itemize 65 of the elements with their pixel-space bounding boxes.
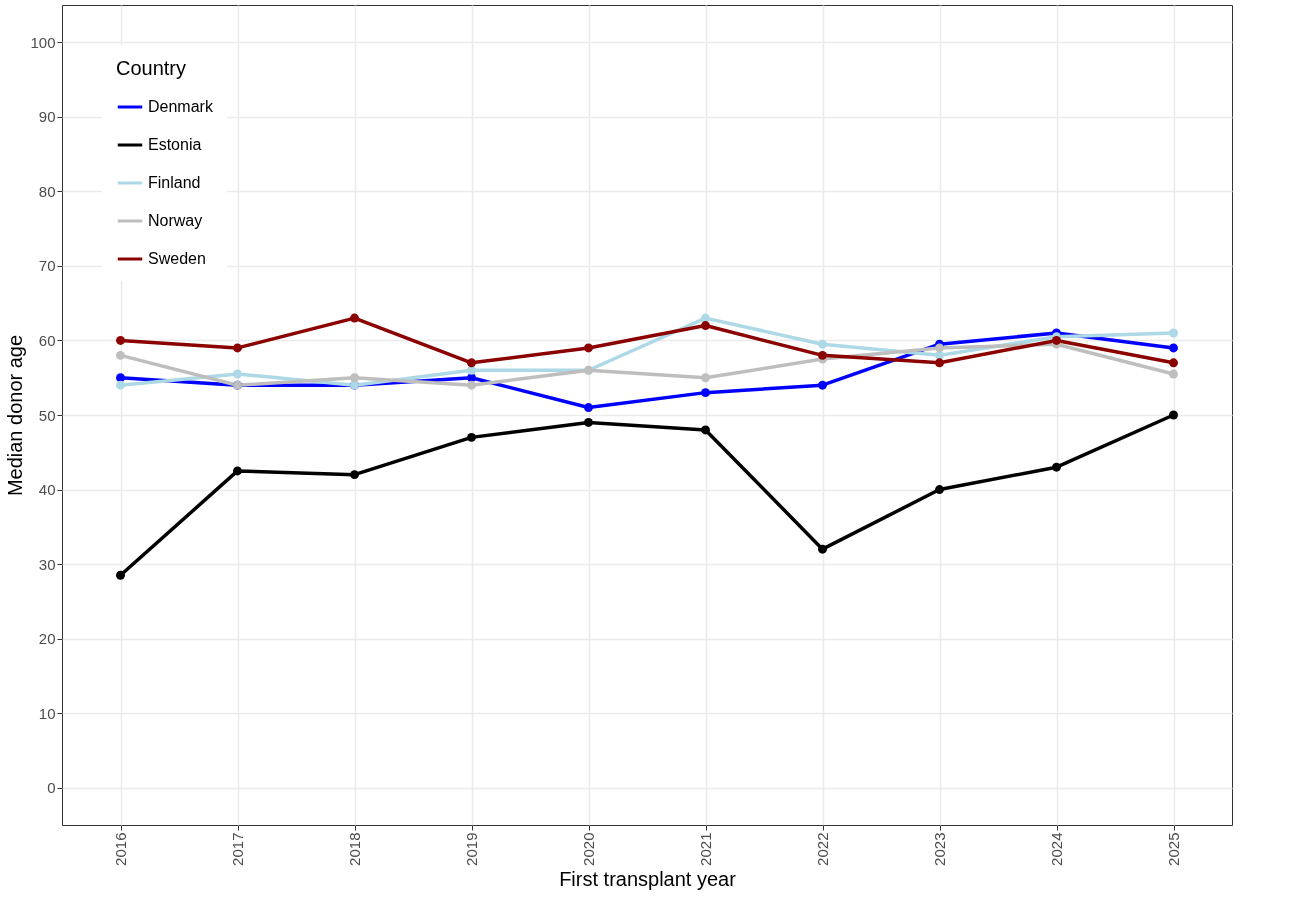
point — [584, 417, 593, 427]
y-tick-label: 0 — [47, 779, 56, 797]
x-tick-label: 2025 — [1165, 832, 1182, 866]
point — [584, 343, 593, 353]
y-axis-title: Median donor age — [4, 334, 27, 497]
y-tick-label: 70 — [38, 257, 56, 275]
point — [701, 313, 710, 323]
x-tick-label: 2019 — [463, 832, 480, 866]
y-tick-label: 60 — [38, 331, 56, 349]
point — [116, 570, 125, 580]
x-axis-title: First transplant year — [559, 867, 737, 890]
point — [818, 339, 827, 349]
point — [818, 544, 827, 554]
x-tick-label: 2023 — [931, 832, 948, 866]
y-tick-label: 30 — [38, 555, 56, 573]
legend-title: Country — [116, 57, 187, 79]
legend-label: Denmark — [148, 98, 214, 115]
y-tick-label: 40 — [38, 481, 56, 499]
y-tick-label: 90 — [38, 108, 56, 126]
x-tick-label: 2016 — [112, 832, 129, 866]
point — [1169, 369, 1178, 379]
y-tick-label: 10 — [38, 704, 56, 722]
y-tick-label: 80 — [38, 182, 56, 200]
point — [701, 388, 710, 398]
point — [701, 321, 710, 331]
point — [116, 335, 125, 345]
point — [350, 470, 359, 480]
point — [467, 380, 476, 390]
point — [818, 350, 827, 360]
point — [1169, 410, 1178, 420]
point — [350, 373, 359, 383]
y-tick-label: 50 — [38, 406, 56, 424]
point — [467, 358, 476, 368]
point — [116, 350, 125, 360]
point — [350, 313, 359, 323]
x-tick-label: 2024 — [1048, 832, 1065, 866]
legend-label: Norway — [148, 212, 203, 229]
point — [818, 380, 827, 390]
point — [701, 373, 710, 383]
y-tick-label: 20 — [38, 630, 56, 648]
point — [584, 403, 593, 413]
point — [233, 343, 242, 353]
point — [935, 358, 944, 368]
point — [935, 343, 944, 353]
legend-label: Finland — [148, 174, 201, 191]
x-tick-label: 2017 — [229, 832, 246, 866]
point — [935, 485, 944, 495]
y-tick-label: 100 — [30, 33, 56, 51]
point — [233, 369, 242, 379]
x-tick-label: 2021 — [697, 832, 714, 866]
legend-label: Sweden — [148, 250, 206, 267]
point — [701, 425, 710, 435]
point — [233, 466, 242, 476]
x-tick-label: 2020 — [580, 832, 597, 866]
point — [1052, 462, 1061, 472]
point — [467, 365, 476, 375]
point — [116, 373, 125, 383]
point — [1169, 358, 1178, 368]
x-tick-label: 2018 — [346, 832, 363, 866]
point — [467, 432, 476, 442]
point — [116, 380, 125, 390]
legend-label: Estonia — [148, 136, 202, 153]
point — [1169, 343, 1178, 353]
x-tick-label: 2022 — [814, 832, 831, 866]
point — [1169, 328, 1178, 338]
